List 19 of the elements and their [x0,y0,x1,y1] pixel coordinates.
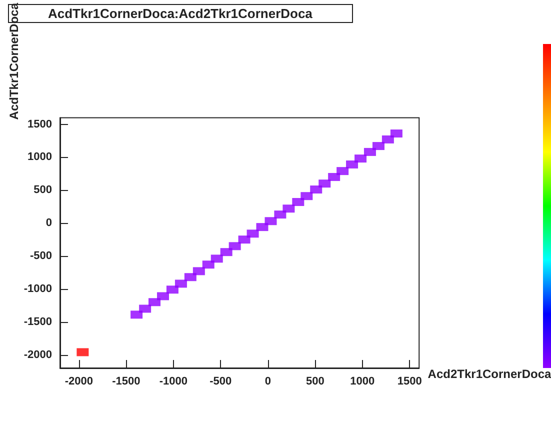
y-tick-label: 500 [34,184,52,196]
y-tick-label: -1000 [24,282,52,295]
x-tick-label: 1000 [350,376,375,388]
x-axis-title: Acd2Tkr1CornerDoca [428,367,551,381]
y-tick-label: 1500 [28,118,52,130]
chart-title: AcdTkr1CornerDoca:Acd2Tkr1CornerDoca [48,6,314,21]
x-tick-label: 500 [306,376,324,388]
x-tick-label: -500 [210,376,232,388]
x-tick-label: 0 [264,376,271,388]
y-tick-label: -1500 [24,316,52,328]
y-tick-label: -2000 [24,348,52,361]
x-tick-label: 1500 [397,376,422,388]
x-tick-label: -1500 [112,376,140,388]
x-tick-label: -1000 [159,376,188,388]
y-tick-label: 0 [46,217,52,230]
y-axis-title: AcdTkr1CornerDoca [7,2,21,120]
x-tick-label: -2000 [64,376,93,388]
y-tick-label: 1000 [28,151,52,164]
y-tick-label: -500 [30,250,52,262]
